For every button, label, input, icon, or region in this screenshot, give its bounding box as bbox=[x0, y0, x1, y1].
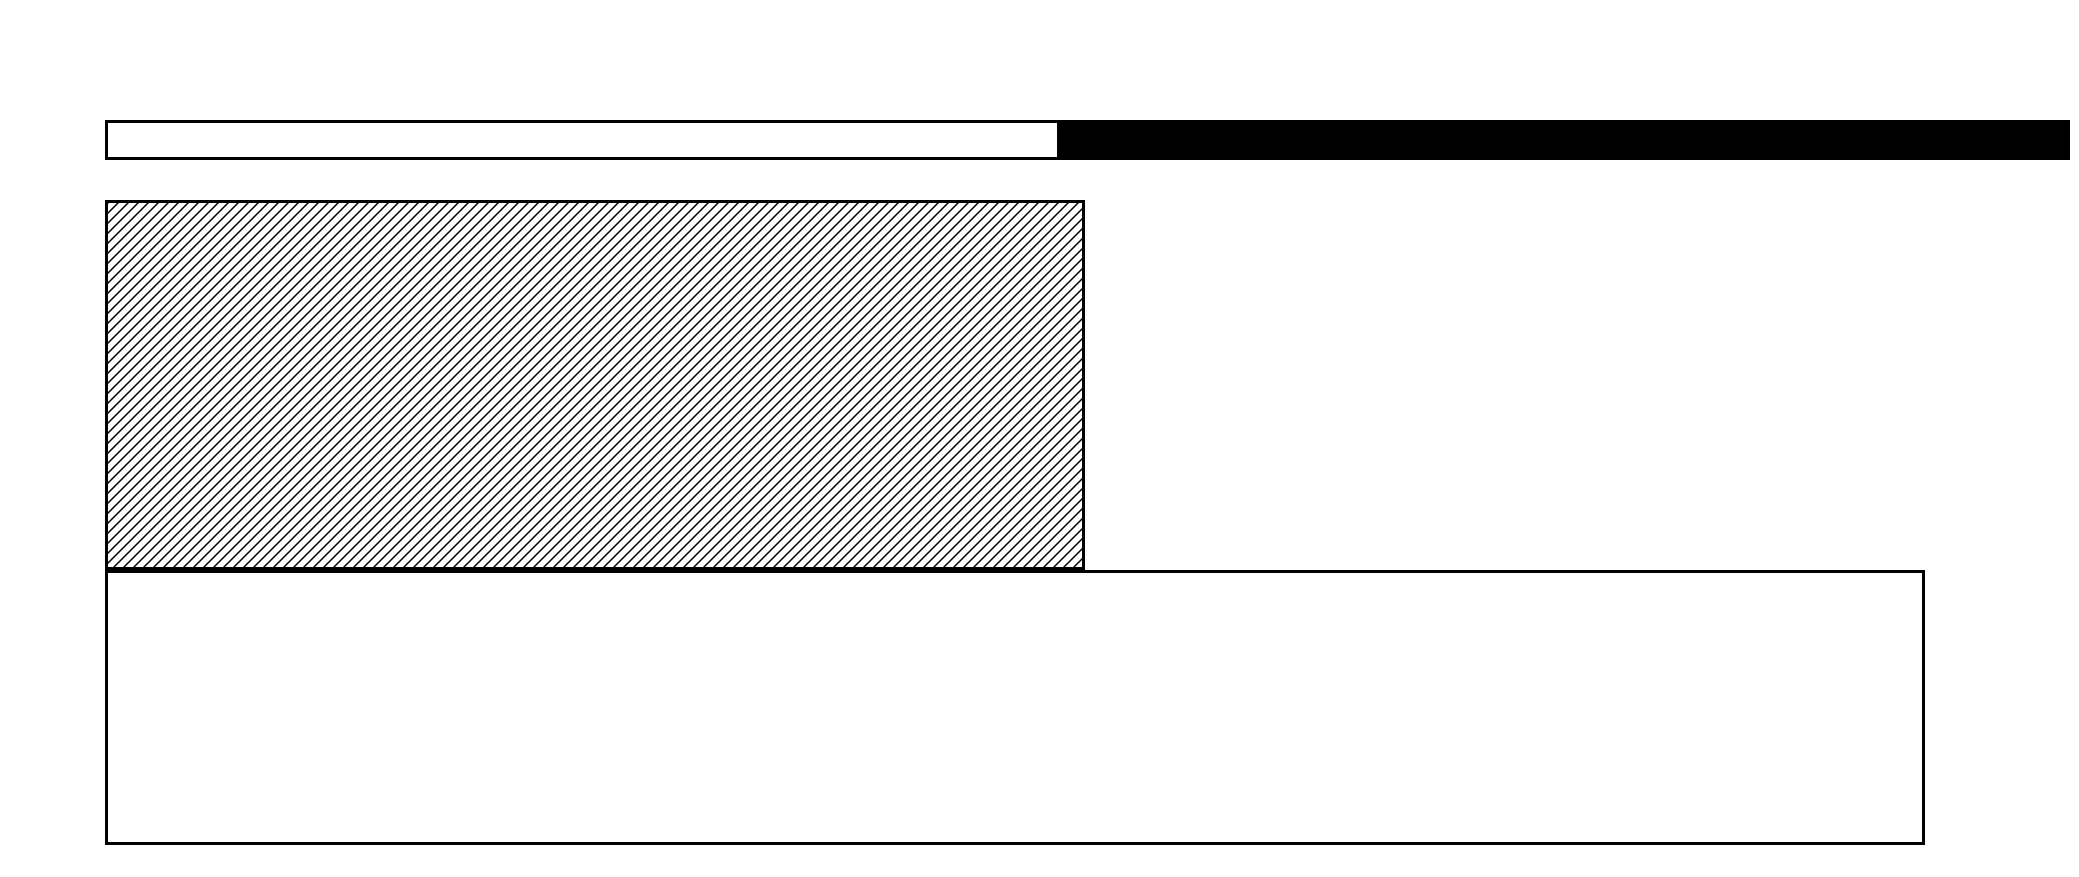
top-bar-right-segment bbox=[1060, 120, 2070, 160]
hatched-rectangle bbox=[105, 200, 1085, 570]
bottom-rectangle bbox=[105, 570, 1925, 845]
top-bar-left-segment bbox=[105, 120, 1060, 160]
diagram-canvas bbox=[0, 0, 2079, 877]
